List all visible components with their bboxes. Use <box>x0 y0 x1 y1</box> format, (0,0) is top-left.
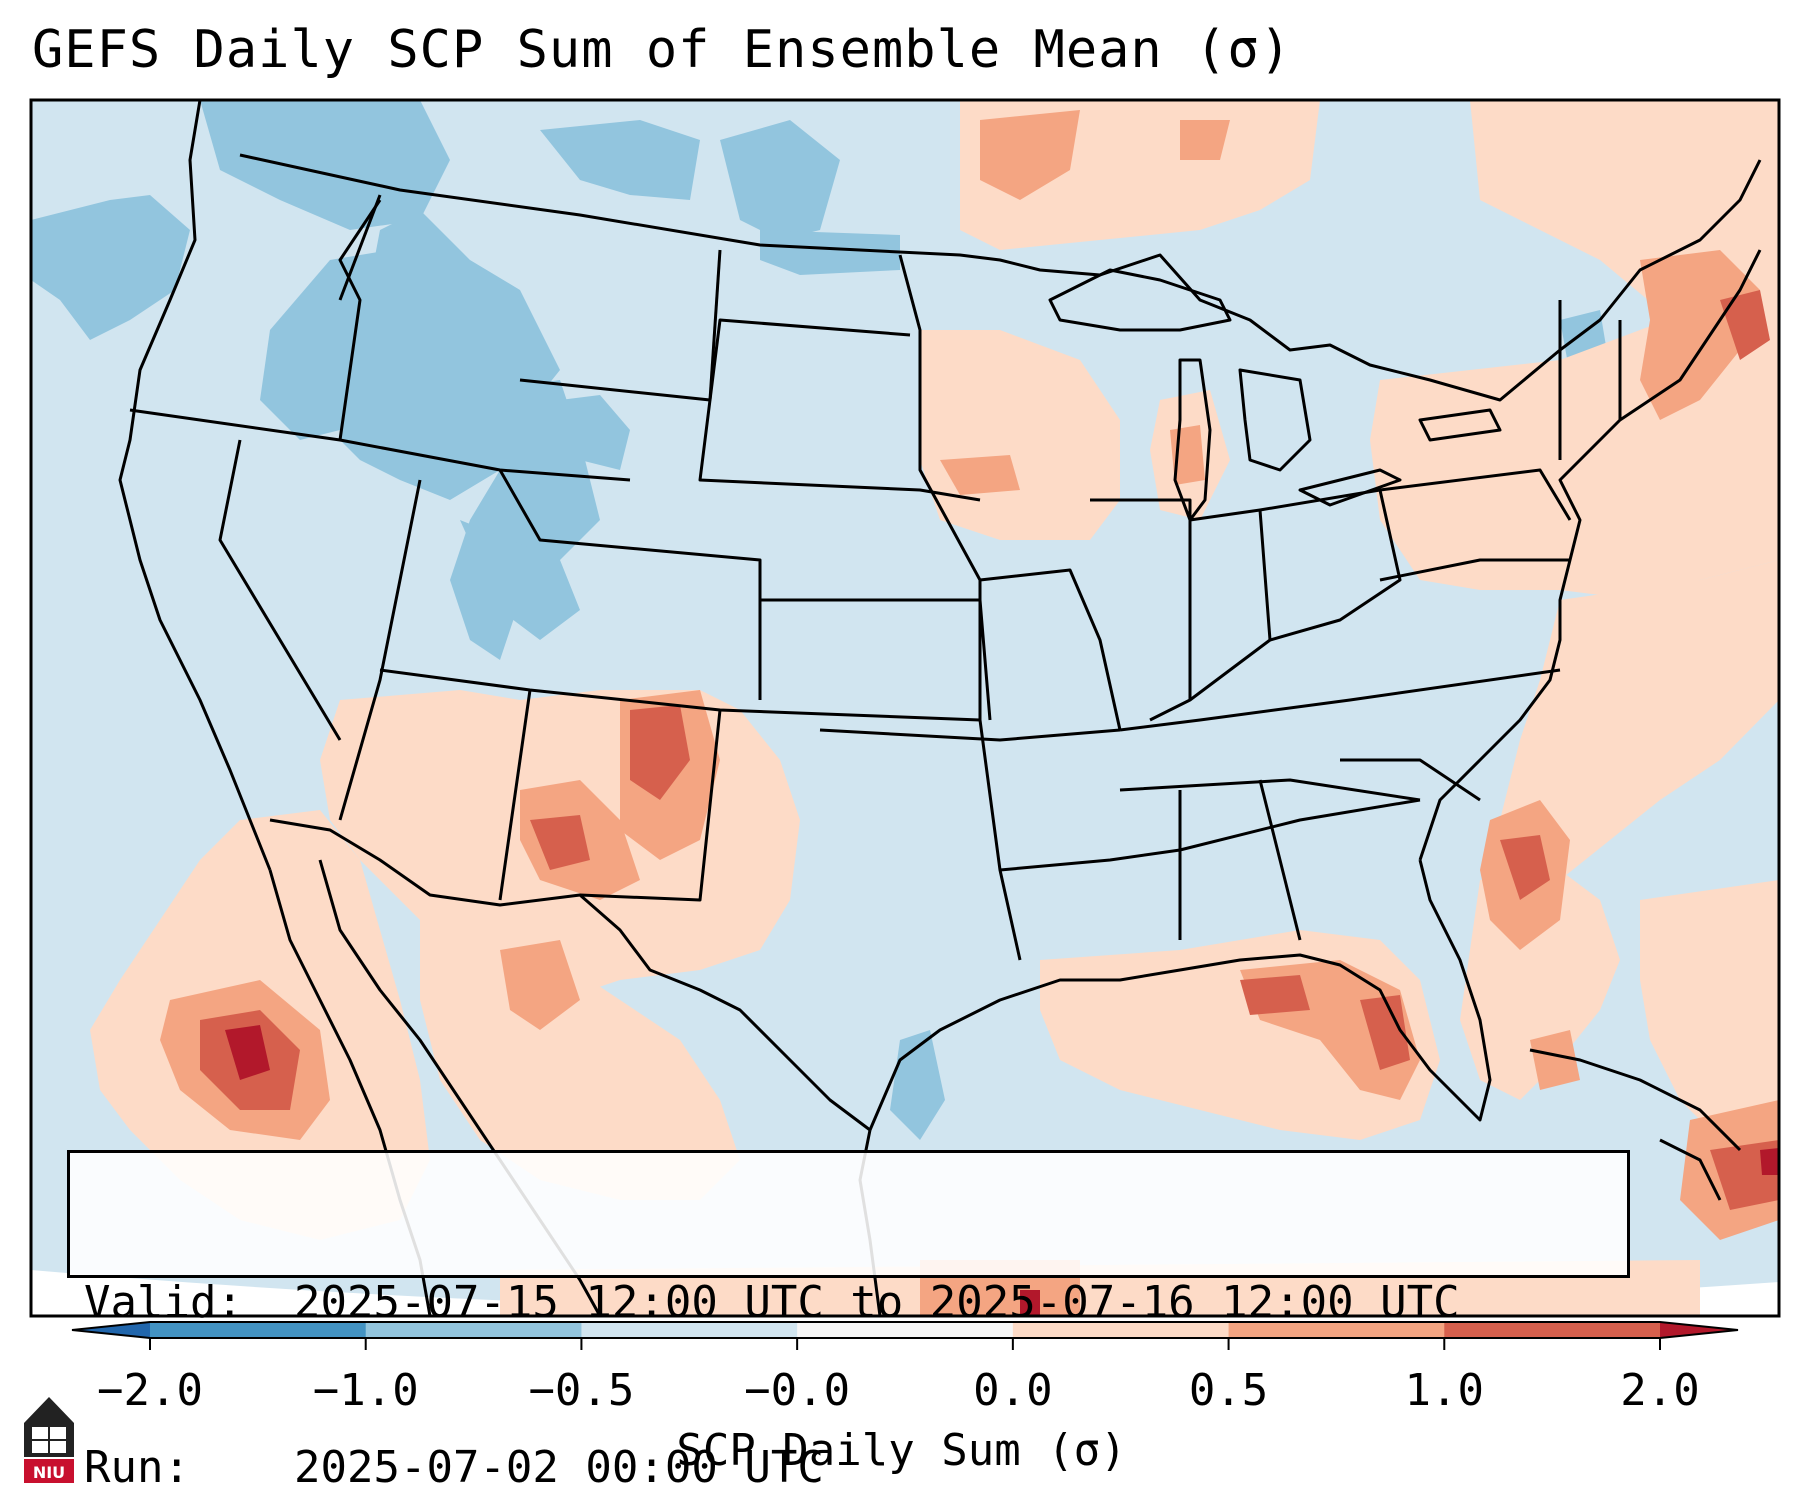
state-line-al-ga <box>1119 778 1421 802</box>
state-line-nm <box>579 709 722 902</box>
state-line-oh <box>1259 488 1402 642</box>
lake-huron <box>1238 368 1312 472</box>
run-row: Run: 2025-07-02 00:00 UTC <box>84 1440 1613 1495</box>
colorbar-bin-2 <box>581 1322 798 1338</box>
colorbar-label: SCP Daily Sum (σ) <box>676 1425 1127 1476</box>
us-canada-border <box>239 153 1101 277</box>
colorbar-bin-4 <box>1012 1322 1230 1338</box>
gulf-coastline <box>868 859 1492 1131</box>
state-line-ok <box>819 728 1121 742</box>
colorbar-bin-0 <box>150 1322 367 1338</box>
political-boundaries <box>118 100 1762 1316</box>
northeast-border <box>1099 159 1762 402</box>
page-title: GEFS Daily SCP Sum of Ensemble Mean (σ) <box>32 20 1292 80</box>
map-panel <box>31 100 1779 1316</box>
valid-label: Valid: <box>84 1277 243 1328</box>
very-strong-positive-regions <box>225 1025 1779 1316</box>
cuba-outline <box>1529 1048 1742 1152</box>
colorbar-tick-label: −0.5 <box>528 1365 635 1416</box>
state-line-il <box>1090 498 1192 722</box>
valid-row: Valid: 2025-07-15 12:00 UTC to 2025-07-16… <box>84 1275 1613 1330</box>
colorbar-tick-label: 0.0 <box>973 1365 1053 1416</box>
colorbar-tick-label: −0.0 <box>744 1365 851 1416</box>
state-line-co <box>498 469 762 700</box>
state-line-wy-sd <box>519 318 911 402</box>
state-line-in <box>1189 508 1272 702</box>
niu-logo-banner <box>24 1459 74 1483</box>
state-line-tn-nc <box>1119 668 1561 732</box>
lake-superior <box>1048 268 1232 332</box>
colorbar-tick-label: −1.0 <box>312 1365 419 1416</box>
state-line-mo <box>979 568 1122 731</box>
map-frame <box>29 98 1781 1318</box>
colorbar-bin-1 <box>365 1322 582 1338</box>
colorbar <box>71 1321 1739 1350</box>
east-coastline <box>1418 249 1762 861</box>
niu-logo-text: NIU <box>33 1463 65 1482</box>
info-box: Valid: 2025-07-15 12:00 UTC to 2025-07-16… <box>67 1150 1630 1493</box>
niu-logo: NIU <box>24 1397 74 1483</box>
state-line-36 <box>379 668 981 722</box>
colorbar-bin-5 <box>1228 1322 1445 1338</box>
bahamas-outline <box>1659 1138 1722 1201</box>
state-line-az-nm <box>498 689 532 901</box>
colorbar-tick-label: 2.0 <box>1620 1365 1700 1416</box>
colorbar-bin-3 <box>797 1322 1014 1338</box>
colorbar-extend-high <box>1660 1322 1738 1338</box>
run-value: 2025-07-02 00:00 UTC <box>294 1442 824 1493</box>
valid-value: 2025-07-15 12:00 UTC to 2025-07-16 12:00… <box>294 1277 1460 1328</box>
state-line-id <box>338 199 382 441</box>
niu-logo-grid <box>32 1427 66 1453</box>
colorbar-tick-label: 1.0 <box>1404 1365 1485 1416</box>
lake-ontario <box>1418 408 1502 442</box>
colorbar-bin-6 <box>1444 1322 1661 1338</box>
projection-edge <box>31 1270 1779 1316</box>
state-line-pa <box>1379 468 1572 521</box>
state-line-ne <box>698 399 981 502</box>
colorbar-extend-low <box>72 1322 150 1338</box>
west-coastline <box>118 100 272 871</box>
state-line-mt-nd <box>708 249 722 401</box>
colorbar-tick-label: −2.0 <box>97 1365 203 1416</box>
state-line-nv <box>218 439 342 741</box>
state-line-ut-az <box>338 479 422 821</box>
run-label: Run: <box>84 1442 190 1493</box>
lake-michigan <box>1173 358 1212 522</box>
state-line-al-ga2 <box>1258 779 1302 941</box>
state-line-sc <box>1340 758 1481 802</box>
colorbar-tick-label: 0.5 <box>1188 1365 1269 1416</box>
us-mexico-border <box>269 818 871 1132</box>
state-line-1 <box>129 408 631 482</box>
state-line-va <box>1379 558 1570 582</box>
